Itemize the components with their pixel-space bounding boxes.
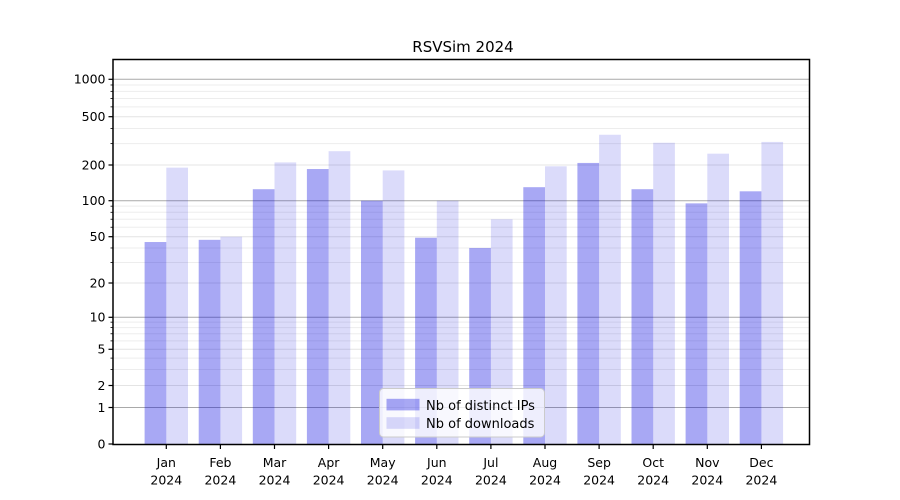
bar-dec-distinct-ips <box>739 191 762 444</box>
xtick-label-sep: Sep 2024 <box>583 455 615 488</box>
bar-apr-distinct-ips <box>306 169 329 444</box>
bar-nov-downloads <box>707 153 729 444</box>
ytick-label-5: 5 <box>98 342 106 357</box>
bar-mar-distinct-ips <box>252 189 275 444</box>
legend: Nb of distinct IPs Nb of downloads <box>379 388 545 438</box>
xtick-label-feb: Feb 2024 <box>204 455 236 488</box>
gridlines <box>113 78 810 408</box>
legend-label-distinct-ips: Nb of distinct IPs <box>426 399 535 414</box>
xtick-label-aug: Aug 2024 <box>529 455 561 488</box>
ytick-label-10: 10 <box>90 310 106 325</box>
bar-may-downloads <box>382 170 405 444</box>
bar-feb-distinct-ips <box>198 239 221 444</box>
ytick-label-1000: 1000 <box>74 72 106 87</box>
legend-label-downloads: Nb of downloads <box>426 417 535 432</box>
legend-frame <box>379 388 545 438</box>
bar-nov-distinct-ips <box>685 203 708 444</box>
ytick-label-500: 500 <box>82 109 106 124</box>
bar-aug-distinct-ips <box>523 187 545 444</box>
xtick-label-apr: Apr 2024 <box>313 455 345 488</box>
bar-jan-downloads <box>166 167 188 444</box>
legend-swatch-downloads <box>386 417 420 429</box>
bar-mar-downloads <box>274 162 297 444</box>
ytick-label-1: 1 <box>98 400 106 415</box>
ytick-label-2: 2 <box>98 378 106 393</box>
bar-feb-downloads <box>220 236 243 444</box>
xtick-label-jul: Jul 2024 <box>475 455 507 488</box>
xtick-label-may: May 2024 <box>367 455 399 488</box>
bar-dec-downloads <box>761 141 784 444</box>
bar-apr-downloads <box>328 151 351 445</box>
chart-title: RSVSim 2024 <box>412 38 513 56</box>
ytick-label-0: 0 <box>98 436 106 451</box>
bar-jan-distinct-ips <box>144 242 167 444</box>
bar-jul-downloads <box>490 219 513 444</box>
xtick-label-mar: Mar 2024 <box>259 455 291 488</box>
ytick-label-100: 100 <box>82 193 106 208</box>
ytick-label-20: 20 <box>90 275 106 290</box>
bar-oct-downloads <box>653 142 675 444</box>
bar-oct-distinct-ips <box>631 189 654 444</box>
axes: 0 1 2 5 10 20 50 100 200 500 1000 Jan 2024 Feb 2024 Mar… <box>74 72 778 488</box>
xtick-label-oct: Oct 2024 <box>637 455 669 488</box>
ytick-label-200: 200 <box>82 157 106 172</box>
plot-border <box>112 58 811 446</box>
xtick-label-jan: Jan 2024 <box>150 455 182 488</box>
bar-sep-distinct-ips <box>577 162 600 445</box>
bar-jun-downloads <box>436 200 459 444</box>
xtick-label-nov: Nov 2024 <box>691 455 723 488</box>
legend-swatch-distinct-ips <box>386 398 420 411</box>
xtick-label-jun: Jun 2024 <box>421 455 453 488</box>
bar-may-distinct-ips <box>361 200 383 444</box>
bar-aug-downloads <box>545 166 567 445</box>
bar-sep-downloads <box>599 134 621 444</box>
xtick-label-dec: Dec 2024 <box>745 455 777 488</box>
ytick-label-50: 50 <box>90 229 106 244</box>
